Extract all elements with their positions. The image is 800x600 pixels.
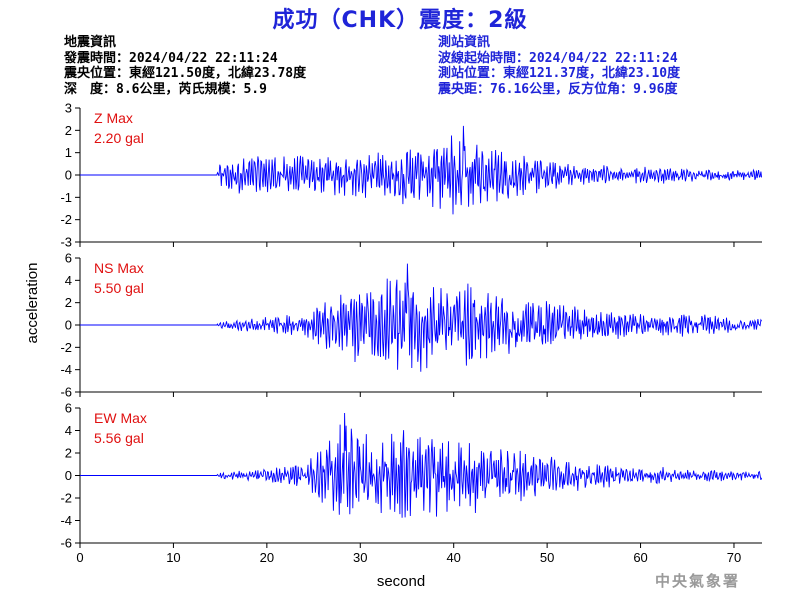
x-tick-label: 20 bbox=[260, 550, 274, 565]
y-tick-label: 2 bbox=[65, 446, 72, 461]
epicenter-location: 震央位置：東經121.50度，北緯23.78度 bbox=[64, 66, 307, 81]
y-tick-label: 6 bbox=[65, 401, 72, 416]
x-tick-label: 0 bbox=[76, 550, 83, 565]
y-tick-label: -6 bbox=[60, 385, 72, 400]
cwa-logo-text: 中央氣象署 bbox=[655, 572, 741, 590]
y-tick-label: 4 bbox=[65, 423, 72, 438]
max-label-ew: EW Max bbox=[94, 410, 147, 426]
x-tick-label: 60 bbox=[633, 550, 647, 565]
x-tick-label: 30 bbox=[353, 550, 367, 565]
y-tick-label: -2 bbox=[60, 212, 72, 227]
y-tick-label: -2 bbox=[60, 491, 72, 506]
y-axis-label: acceleration bbox=[24, 263, 41, 344]
y-tick-label: 2 bbox=[65, 123, 72, 138]
x-tick-label: 50 bbox=[540, 550, 554, 565]
x-tick-label: 70 bbox=[727, 550, 741, 565]
waveform-ew bbox=[80, 412, 763, 518]
y-tick-label: 0 bbox=[65, 468, 72, 483]
waveform-z bbox=[80, 125, 763, 215]
max-value-z: 2.20 gal bbox=[94, 130, 144, 146]
y-tick-label: 1 bbox=[65, 145, 72, 160]
max-label-ns: NS Max bbox=[94, 260, 144, 276]
max-label-z: Z Max bbox=[94, 110, 133, 126]
page-title: 成功（CHK）震度：2級 bbox=[272, 8, 528, 33]
origin-time: 發震時間：2024/04/22 22:11:24 bbox=[64, 50, 278, 66]
y-tick-label: 6 bbox=[65, 251, 72, 266]
y-tick-label: 2 bbox=[65, 295, 72, 310]
max-value-ns: 5.50 gal bbox=[94, 280, 144, 296]
y-tick-label: 0 bbox=[65, 168, 72, 183]
event-info: 地震資訊 發震時間：2024/04/22 22:11:24 震央位置：東經121.5… bbox=[64, 35, 306, 97]
y-tick-label: -2 bbox=[60, 340, 72, 355]
y-tick-label: 3 bbox=[65, 101, 72, 116]
y-tick-label: -3 bbox=[60, 235, 72, 250]
event-info-heading: 地震資訊 bbox=[64, 35, 117, 50]
waveform-ns bbox=[80, 263, 762, 372]
y-tick-label: -4 bbox=[60, 513, 72, 528]
station-location: 測站位置：東經121.37度，北緯23.10度 bbox=[438, 66, 681, 81]
y-tick-label: 0 bbox=[65, 318, 72, 333]
x-tick-label: 40 bbox=[446, 550, 460, 565]
y-tick-label: -4 bbox=[60, 362, 72, 377]
y-tick-label: 4 bbox=[65, 273, 72, 288]
wave-start-time: 波線起始時間：2024/04/22 22:11:24 bbox=[438, 50, 678, 66]
x-tick-label: 10 bbox=[166, 550, 180, 565]
distance-azimuth: 震央距：76.16公里，反方位角：9.96度 bbox=[438, 81, 678, 97]
depth-magnitude: 深 度：8.6公里，芮氏規模：5.9 bbox=[64, 81, 267, 97]
x-axis-label: second bbox=[377, 573, 425, 590]
station-info-heading: 測站資訊 bbox=[438, 35, 491, 50]
y-tick-label: -6 bbox=[60, 536, 72, 551]
y-tick-label: -1 bbox=[60, 190, 72, 205]
station-info: 測站資訊 波線起始時間：2024/04/22 22:11:24 測站位置：東經121… bbox=[438, 35, 680, 97]
max-value-ew: 5.56 gal bbox=[94, 430, 144, 446]
